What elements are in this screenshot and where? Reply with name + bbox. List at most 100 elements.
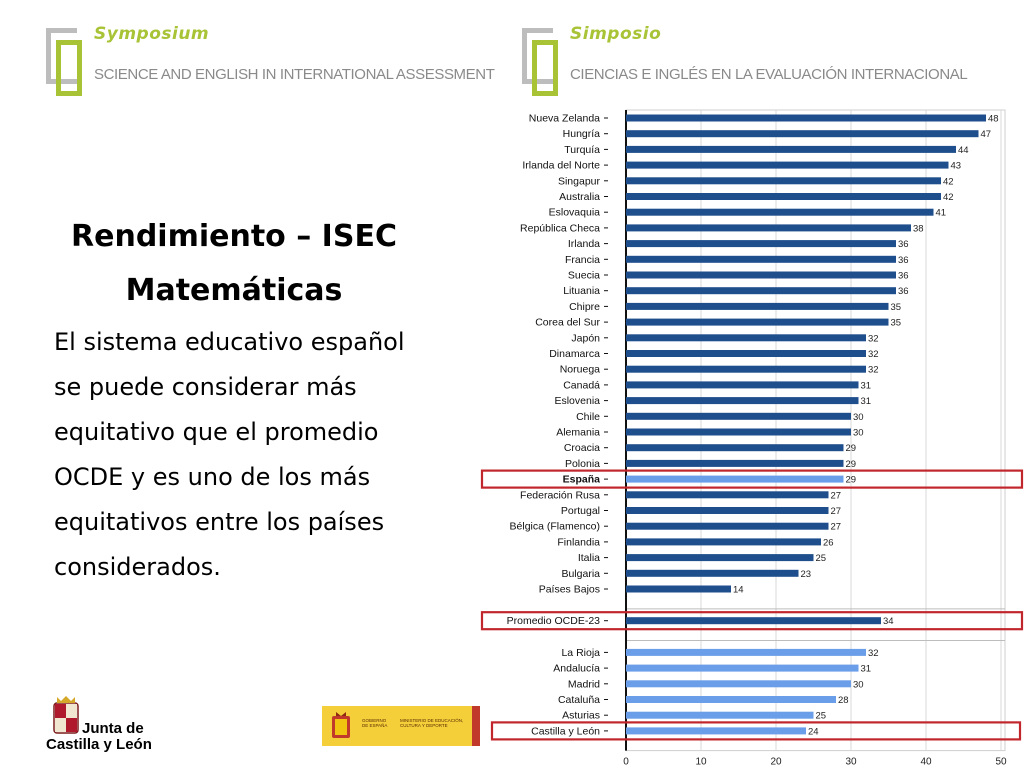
gov-label: GOBIERNO DE ESPAÑA: [362, 718, 388, 728]
bar: [626, 569, 799, 577]
bar-value-label: 26: [823, 537, 834, 548]
bar: [626, 302, 889, 310]
bar: [626, 507, 829, 514]
bar: [626, 177, 941, 185]
bar-category-label: Irlanda: [568, 238, 600, 250]
bar: [626, 334, 866, 342]
bar-value-label: 35: [891, 302, 902, 313]
x-tick-label: 40: [920, 757, 932, 768]
body-line: OCDE y es uno de los más: [54, 463, 371, 491]
symposium-logo-icon: [44, 26, 88, 96]
bar: [626, 522, 829, 530]
heading-line-2: Matemáticas: [125, 273, 343, 308]
x-tick-label: 20: [770, 757, 782, 768]
bar-category-label: Canadá: [563, 379, 600, 391]
bar-value-label: 42: [943, 192, 954, 203]
bar-category-label: Países Bajos: [539, 584, 600, 596]
bar: [626, 381, 859, 389]
bar-value-label: 32: [868, 648, 879, 659]
bar-value-label: 36: [898, 239, 909, 250]
bar: [626, 696, 836, 703]
bar: [626, 318, 889, 326]
bar: [626, 208, 934, 216]
bar-category-label: Chile: [576, 411, 600, 423]
bar-value-label: 36: [898, 255, 909, 266]
bar: [626, 711, 814, 719]
highlight-box: [480, 469, 1024, 489]
bar-value-label: 29: [846, 475, 857, 486]
ministry-red-band: [472, 706, 480, 746]
header-left-title: Symposium: [94, 24, 210, 44]
bar-value-label: 47: [981, 129, 992, 140]
bar-category-label: Madrid: [568, 678, 600, 690]
bar-value-label: 30: [853, 412, 864, 423]
bar-value-label: 14: [733, 585, 744, 596]
bar-value-label: 25: [816, 711, 827, 722]
bar-category-label: Irlanda del Norte: [522, 160, 600, 172]
bar-category-label: Polonia: [565, 458, 600, 470]
bar-category-label: Hungría: [563, 128, 601, 140]
isec-bar-chart: 0 10 20 30 40 50 48 Nueva Zelanda 47 Hungría 44 Tur…: [480, 108, 1024, 768]
bar-value-label: 28: [838, 695, 849, 706]
jcyl-line-1: Junta de: [82, 720, 144, 737]
bar-value-label: 32: [868, 333, 879, 344]
bar: [626, 255, 896, 263]
bar-value-label: 35: [891, 318, 902, 329]
ministerio-logo: GOBIERNO DE ESPAÑA MINISTERIO DE EDUCACI…: [322, 706, 480, 746]
bar-category-label: Andalucía: [553, 663, 600, 675]
jcyl-name: Junta de Castilla y León: [46, 720, 152, 753]
bar-value-label: 30: [853, 428, 864, 439]
bar: [626, 727, 806, 735]
bar-value-label: 32: [868, 365, 879, 376]
bar-value-label: 24: [808, 726, 819, 737]
heading-line-1: Rendimiento – ISEC: [71, 219, 397, 254]
bar-category-label: Alemania: [556, 427, 600, 439]
bar: [626, 224, 911, 232]
simposio-logo-icon: [520, 26, 564, 96]
bar-value-label: 27: [831, 522, 842, 533]
bar: [626, 161, 949, 169]
x-tick-label: 10: [695, 757, 707, 768]
bar-value-label: 31: [861, 396, 872, 407]
chart-svg: 0 10 20 30 40 50 48 Nueva Zelanda 47 Hungría 44 Tur…: [480, 109, 1024, 768]
body-line: El sistema educativo español: [54, 328, 405, 356]
bar: [626, 114, 986, 122]
bar: [626, 680, 851, 688]
header-right-subtitle: CIENCIAS E INGLÉS EN LA EVALUACIÓN INTER…: [570, 66, 968, 83]
bar-value-label: 42: [943, 176, 954, 187]
bar-category-label: Turquía: [564, 144, 600, 156]
bar-category-label: Eslovaquia: [549, 207, 601, 219]
bar: [626, 428, 851, 436]
ministry-label: MINISTERIO DE EDUCACIÓN, CULTURA Y DEPOR…: [400, 718, 464, 728]
bar: [626, 287, 896, 295]
bar: [626, 648, 866, 656]
header-left-subtitle: SCIENCE AND ENGLISH IN INTERNATIONAL ASS…: [94, 66, 495, 83]
bar: [626, 617, 881, 625]
bar-category-label: Castilla y León: [531, 725, 600, 737]
bar-category-label: Suecia: [568, 270, 600, 282]
bar: [626, 412, 851, 420]
bar-category-label: La Rioja: [561, 647, 600, 659]
bar-category-label: Croacia: [564, 442, 600, 454]
body-line: considerados.: [54, 553, 221, 581]
bar-value-label: 29: [846, 459, 857, 470]
body-line: equitativos entre los países: [54, 508, 385, 536]
bar-category-label: Noruega: [560, 364, 600, 376]
bar: [626, 271, 896, 279]
jcyl-logo: Junta de Castilla y León: [46, 695, 156, 761]
bar-value-label: 27: [831, 490, 842, 501]
body-paragraph: El sistema educativo español se puede co…: [54, 320, 444, 590]
bar-category-label: Italia: [578, 552, 600, 564]
bar-category-label: Corea del Sur: [535, 317, 600, 329]
bar-value-label: 25: [816, 553, 827, 564]
bar-value-label: 36: [898, 286, 909, 297]
bar: [626, 538, 821, 546]
bar-category-label: República Checa: [520, 222, 600, 234]
main-text: Rendimiento – ISEC Matemáticas El sistem…: [54, 210, 444, 590]
bar-value-label: 48: [988, 114, 999, 125]
bar: [626, 554, 814, 562]
bar: [626, 459, 844, 467]
bar-category-label: Promedio OCDE-23: [507, 615, 601, 627]
bar-value-label: 31: [861, 664, 872, 675]
x-tick-label: 30: [845, 757, 857, 768]
